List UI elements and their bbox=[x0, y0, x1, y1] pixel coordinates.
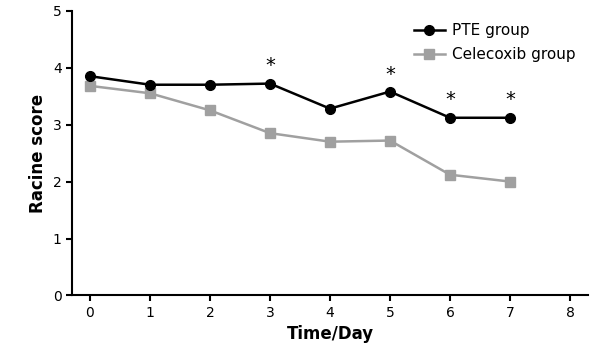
Legend: PTE group, Celecoxib group: PTE group, Celecoxib group bbox=[409, 18, 580, 67]
Celecoxib group bbox=[386, 138, 394, 143]
X-axis label: Time/Day: Time/Day bbox=[286, 325, 374, 344]
PTE group bbox=[146, 83, 154, 87]
PTE group bbox=[266, 82, 274, 86]
Celecoxib group bbox=[326, 140, 334, 144]
Y-axis label: Racine score: Racine score bbox=[29, 94, 47, 213]
Line: PTE group: PTE group bbox=[85, 71, 515, 122]
PTE group bbox=[506, 116, 514, 120]
Text: *: * bbox=[445, 90, 455, 109]
Celecoxib group bbox=[86, 84, 94, 88]
Celecoxib group bbox=[266, 131, 274, 135]
Celecoxib group bbox=[206, 108, 214, 112]
Text: *: * bbox=[265, 56, 275, 75]
Celecoxib group bbox=[446, 173, 454, 177]
PTE group bbox=[86, 74, 94, 78]
PTE group bbox=[386, 89, 394, 94]
Celecoxib group bbox=[506, 179, 514, 184]
PTE group bbox=[326, 106, 334, 111]
PTE group bbox=[206, 83, 214, 87]
PTE group bbox=[446, 116, 454, 120]
Celecoxib group bbox=[146, 91, 154, 95]
Line: Celecoxib group: Celecoxib group bbox=[85, 81, 515, 187]
Text: *: * bbox=[505, 90, 515, 109]
Text: *: * bbox=[385, 64, 395, 84]
